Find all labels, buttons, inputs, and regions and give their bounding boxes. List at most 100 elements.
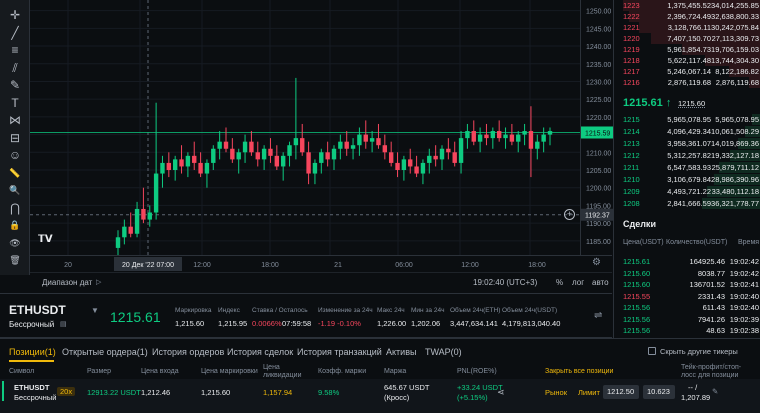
ask-total: 34,014,255.85 [711,1,759,10]
mid-price-value: 1215.61 [623,97,663,109]
price-chart[interactable]: 𝗧𝗩 [30,0,580,255]
position-contract: Бессрочный [14,393,57,402]
emoji-icon[interactable]: ☺ [8,148,22,162]
log-scale-button[interactable]: лог [572,278,585,287]
tab-4[interactable]: История транзакций [297,347,382,357]
time-tick-label: 12:00 [461,262,479,269]
candle [192,141,197,170]
trade-time: 19:02:38 [729,326,759,335]
candle [128,212,133,238]
leverage-badge[interactable]: 20x [57,387,76,396]
symbol-name[interactable]: ETHUSDT [9,303,66,317]
time-tick-label: 18:00 [528,262,546,269]
ask-row[interactable]: 1219 5,961,854.73 19,706,159.03 [614,44,760,55]
tab-5[interactable]: Активы [386,347,417,357]
candle [134,201,140,238]
hide-other-checkbox[interactable] [648,347,656,355]
lock-icon[interactable]: 🔒 [9,220,21,230]
trade-time: 19:02:40 [729,291,759,301]
limit-close-button[interactable]: Лимит [578,388,600,397]
trash-icon[interactable]: 🗑 [9,255,21,265]
candle [160,155,165,188]
ask-row[interactable]: 1217 5,246,067.14 8,122,186.82 [614,66,760,77]
trade-row: 1215.56 48.63 19:02:38 [614,325,760,336]
ask-row[interactable]: 1218 5,622,117.48 13,744,304.30 [614,55,760,66]
brush-icon[interactable]: ✎ [9,78,21,92]
trades-header-price: Цена(USDT) [623,239,664,246]
ruler-layout-icon[interactable]: ⊟ [9,130,21,145]
add-alert-icon[interactable]: + [564,208,575,220]
date-range-button[interactable]: Диапазон дат [42,278,93,287]
tpsl-value[interactable]: -- / [688,383,698,392]
contract-info-icon[interactable]: ▤ [60,321,67,328]
trade-time: 19:02:39 [729,314,759,324]
eye-icon[interactable]: 👁 [9,237,21,248]
candle [255,141,260,167]
candle [395,152,400,178]
tab-0[interactable]: Позиции(1) [9,347,56,357]
bid-row[interactable]: 1211 6,547,583.93 25,879,711.12 [614,162,760,173]
date-range-icon[interactable]: ▷ [96,279,102,286]
column-header: Маржа [384,368,407,375]
time-axis[interactable]: 20 12:00 18:00 21 06:00 12:00 18:00 20 Дек '22 … [30,255,612,272]
edit-tpsl-icon[interactable]: ✎ [712,387,719,396]
ask-row[interactable]: 1221 3,128,766.11 30,242,075.84 [614,22,760,33]
tab-1[interactable]: Открытые ордера(1) [62,347,148,357]
tab-3[interactable]: История сделок [227,347,294,357]
symbol-dropdown-icon[interactable]: ▼ [91,306,99,315]
tab-6[interactable]: TWAP(0) [425,347,462,357]
magnet-icon[interactable]: ⋂ [10,200,20,215]
crosshair-icon[interactable]: ✛ [9,8,21,22]
bid-row[interactable]: 1213 3,958,361.07 14,019,869.36 [614,138,760,149]
ruler-icon[interactable]: 📏 [9,167,21,178]
price-axis[interactable]: 1250.00 1245.00 1240.00 1235.00 1230.00 1225.… [580,0,613,255]
position-symbol[interactable]: ETHUSDT [14,383,50,392]
horizontal-lines-icon[interactable]: ≡ [11,43,19,57]
bid-row[interactable]: 1209 4,493,721.22 33,480,112.18 [614,186,760,197]
bid-row[interactable]: 1208 2,841,666.59 36,321,778.77 [614,198,760,209]
ask-row[interactable]: 1216 2,876,119.68 2,876,119.68 [614,77,760,88]
limit-price-input[interactable]: 1212.50 [603,385,639,399]
recent-trades: Сделки Цена(USDT) Количество(USDT) Время… [613,210,760,338]
tab-2[interactable]: История ордеров [152,347,225,357]
bid-row[interactable]: 1212 5,312,257.82 19,332,127.18 [614,150,760,161]
channel-icon[interactable]: ⫽ [12,60,18,75]
bid-total: 36,321,778.77 [711,199,759,208]
candle [496,120,502,142]
market-close-button[interactable]: Рынок [545,388,567,397]
tpsl-value-2[interactable]: 1,207.89 [681,393,711,402]
auto-scale-button[interactable]: авто [592,278,609,287]
bid-price: 1213 [623,139,640,148]
ask-row[interactable]: 1223 1,375,455.52 34,014,255.85 [614,0,760,11]
bid-row[interactable]: 1214 4,096,429.34 10,061,508.29 [614,126,760,137]
candle [388,141,394,167]
stat-label: Макс 24ч [377,307,405,314]
stat-value: -1.19 -0.10% [318,319,361,328]
chart-footer: Диапазон дат ▷ 19:02:40 (UTC+3) % лог ав… [30,272,612,292]
ask-row[interactable]: 1222 2,396,724.49 32,638,800.33 [614,11,760,22]
bid-row[interactable]: 1210 3,106,679.84 28,986,390.96 [614,174,760,185]
price-tick-label: 1220.00 [586,115,611,122]
close-all-positions-button[interactable]: Закрыть все позиции [545,368,614,375]
stat-label: Мин за 24ч [411,307,445,314]
ticker-settings-icon[interactable]: ⇌ [594,310,603,321]
limit-qty-input[interactable]: 10.623 [643,385,675,399]
candlestick-chart[interactable] [30,0,580,255]
zoom-icon[interactable]: 🔍 [9,185,21,195]
percent-scale-button[interactable]: % [556,278,564,287]
text-icon[interactable]: T [11,95,19,110]
bid-price: 1215 [623,115,640,124]
node-icon[interactable]: ⋈ [9,113,21,127]
ask-row[interactable]: 1220 7,407,150.70 27,113,309.73 [614,33,760,44]
stat-label: Ставка / Осталось [252,307,308,314]
bid-price: 1212 [623,151,640,160]
candle [408,148,413,174]
trend-line-icon[interactable]: ╱ [11,25,19,40]
ask-total: 32,638,800.33 [711,12,759,21]
price-tick-label: 1185.00 [586,239,611,246]
bid-row[interactable]: 1215 5,965,078.95 5,965,078.95 [614,114,760,125]
chart-settings-icon[interactable]: ⚙ [592,257,601,268]
bid-depth-bar [713,174,760,185]
share-icon[interactable]: ⋖ [497,387,505,397]
stat-label: Объем 24ч(ETH) [450,307,501,314]
